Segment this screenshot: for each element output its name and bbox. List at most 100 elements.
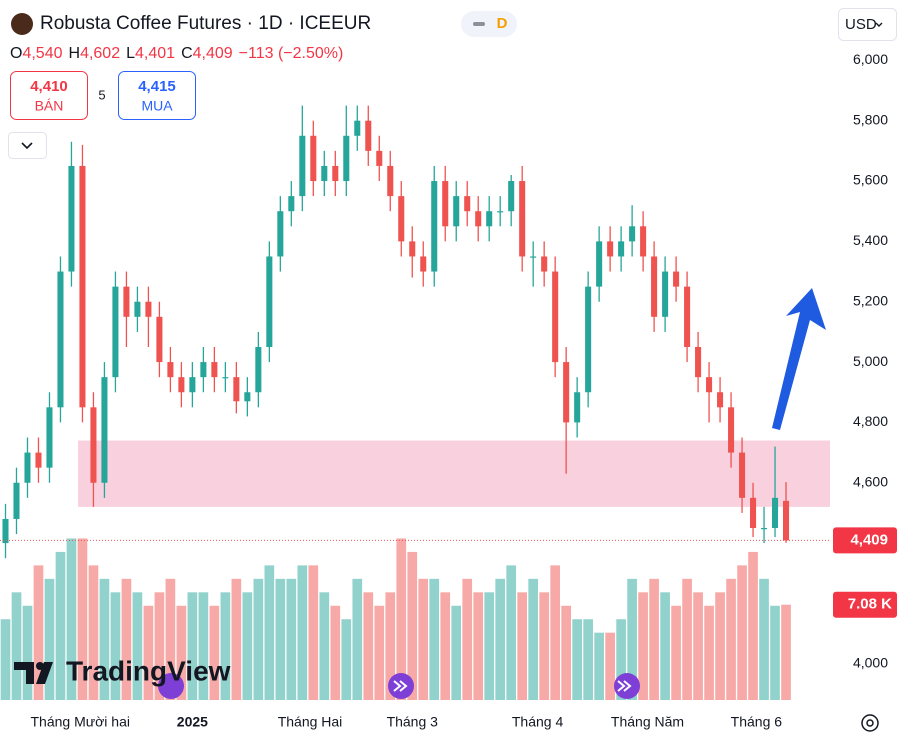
- candle-body: [519, 181, 526, 257]
- candle-body: [684, 286, 691, 347]
- y-tick-label: 6,000: [853, 51, 888, 67]
- ohlc-key: H: [69, 45, 81, 62]
- candle-body: [728, 407, 735, 453]
- x-tick-label: Tháng 4: [512, 714, 564, 730]
- candle-body: [475, 211, 482, 227]
- candle-body: [266, 256, 273, 347]
- candle-body: [178, 377, 185, 393]
- volume-bar: [66, 538, 77, 700]
- spread: 5: [98, 87, 105, 102]
- buy-label: MUA: [141, 98, 173, 114]
- volume-bar: [165, 578, 176, 700]
- volume-bar: [429, 578, 440, 700]
- candle-body: [552, 271, 559, 363]
- candle-body: [695, 346, 702, 378]
- volume-bar: [572, 619, 582, 700]
- candle-body: [706, 377, 713, 393]
- candle-body: [618, 241, 625, 257]
- y-tick-label: 5,800: [853, 111, 888, 127]
- volume-bar: [726, 578, 736, 700]
- volume-bar: [121, 578, 132, 700]
- volume-bar: [33, 565, 44, 700]
- settings-icon[interactable]: [861, 714, 879, 732]
- volume-bar: [594, 632, 604, 700]
- volume-bar: [99, 578, 110, 700]
- volume-bar: [176, 605, 187, 700]
- volume-bar: [55, 551, 66, 700]
- volume-bar: [264, 565, 275, 700]
- candle-body: [321, 165, 328, 182]
- x-tick-label: 2025: [177, 714, 208, 730]
- ohlc-key: L: [126, 45, 135, 62]
- volume-bar: [110, 592, 121, 700]
- volume-bar: [627, 578, 637, 700]
- candle-body: [750, 497, 757, 529]
- candle-body: [453, 196, 460, 227]
- volume-bar: [737, 565, 747, 700]
- volume-bar: [396, 538, 407, 700]
- volume-bar: [539, 592, 550, 700]
- candle-body: [145, 301, 152, 317]
- volume-bar: [671, 605, 681, 700]
- badge-text: D: [497, 15, 508, 32]
- ohlc-value: 4,540: [22, 45, 62, 62]
- candle-body: [420, 256, 427, 272]
- event-markers: [158, 673, 640, 699]
- plot-area: [0, 105, 830, 700]
- volume-bar: [759, 578, 769, 700]
- ohlc-value: 4,409: [193, 45, 233, 62]
- volume-bar: [363, 592, 374, 700]
- x-tick-label: Tháng 3: [387, 714, 439, 730]
- collapse-button[interactable]: [8, 132, 47, 159]
- volume-bar: [605, 632, 615, 700]
- volume-bar: [517, 592, 528, 700]
- candle-body: [431, 181, 438, 272]
- volume-bar: [407, 551, 418, 700]
- sell-label: BÁN: [35, 98, 64, 114]
- volume-bar: [385, 592, 396, 700]
- volume-bar: [693, 592, 703, 700]
- volume-bar: [22, 605, 33, 700]
- volume-tag-label: 7.08 K: [848, 596, 892, 613]
- volume-bar: [275, 578, 286, 700]
- volume-bar: [451, 605, 462, 700]
- sell-button[interactable]: [10, 71, 88, 120]
- buy-price: 4,415: [138, 78, 176, 95]
- buy-button[interactable]: [118, 71, 196, 120]
- volume-bar: [561, 605, 571, 700]
- volume-tag: [833, 591, 897, 618]
- candle-body: [497, 211, 504, 213]
- x-tick-label: Tháng Hai: [278, 714, 343, 730]
- price-tag: [833, 527, 897, 554]
- candle-body: [365, 120, 372, 151]
- candle-body: [211, 362, 218, 378]
- volume-bar: [649, 578, 659, 700]
- title: Robusta Coffee Futures · 1D · ICEEUR: [40, 13, 371, 34]
- volume-bar: [308, 565, 319, 700]
- volume-bar: [682, 578, 692, 700]
- candle-body: [783, 500, 790, 541]
- volume-bar: [704, 605, 714, 700]
- volume-bar: [11, 592, 22, 700]
- ohlc-key: O: [10, 45, 22, 62]
- volume-bar: [154, 592, 165, 700]
- volume-bar: [638, 592, 648, 700]
- candle-body: [24, 452, 31, 483]
- volume-bar: [286, 578, 297, 700]
- candle-body: [464, 196, 471, 212]
- candle-body: [310, 135, 317, 182]
- volume-bar: [748, 551, 758, 700]
- currency-button[interactable]: [838, 8, 897, 41]
- volume-bar: [506, 565, 517, 700]
- candle-body: [585, 286, 592, 393]
- volume-bar: [132, 592, 143, 700]
- candle-body: [233, 377, 240, 402]
- volume-bar: [473, 592, 484, 700]
- candle-body: [222, 377, 229, 379]
- candle-body: [739, 452, 746, 498]
- volume-bar: [770, 605, 780, 700]
- x-tick-label: Tháng Mười hai: [31, 714, 130, 730]
- candle-body: [486, 211, 493, 227]
- ohlc-value: 4,602: [80, 45, 120, 62]
